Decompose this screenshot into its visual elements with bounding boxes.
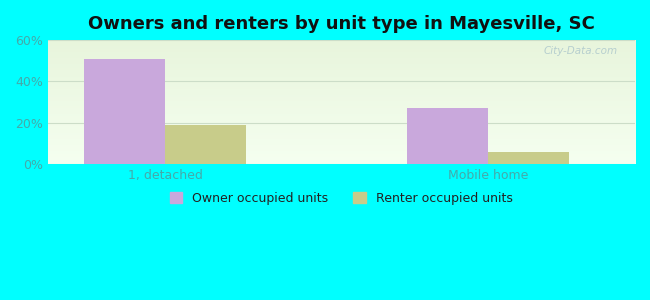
- Bar: [84, 59, 165, 164]
- Legend: Owner occupied units, Renter occupied units: Owner occupied units, Renter occupied un…: [165, 187, 518, 210]
- Bar: [408, 108, 488, 164]
- Bar: [488, 152, 569, 164]
- Bar: [165, 125, 246, 164]
- Text: City-Data.com: City-Data.com: [543, 46, 618, 56]
- Title: Owners and renters by unit type in Mayesville, SC: Owners and renters by unit type in Mayes…: [88, 15, 595, 33]
